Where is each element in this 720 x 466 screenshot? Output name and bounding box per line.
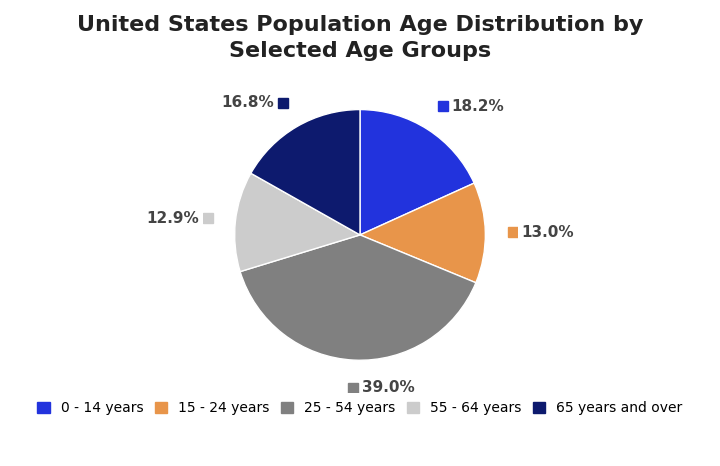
Title: United States Population Age Distribution by
Selected Age Groups: United States Population Age Distributio… <box>77 15 643 62</box>
Text: 39.0%: 39.0% <box>361 380 414 395</box>
Text: 13.0%: 13.0% <box>522 225 575 240</box>
Wedge shape <box>360 183 485 283</box>
Wedge shape <box>240 235 476 360</box>
Text: 18.2%: 18.2% <box>451 99 504 114</box>
Legend: 0 - 14 years, 15 - 24 years, 25 - 54 years, 55 - 64 years, 65 years and over: 0 - 14 years, 15 - 24 years, 25 - 54 yea… <box>30 394 690 422</box>
Text: 16.8%: 16.8% <box>221 96 274 110</box>
Wedge shape <box>251 110 360 235</box>
Wedge shape <box>235 173 360 272</box>
Text: 12.9%: 12.9% <box>146 211 199 226</box>
Wedge shape <box>360 110 474 235</box>
